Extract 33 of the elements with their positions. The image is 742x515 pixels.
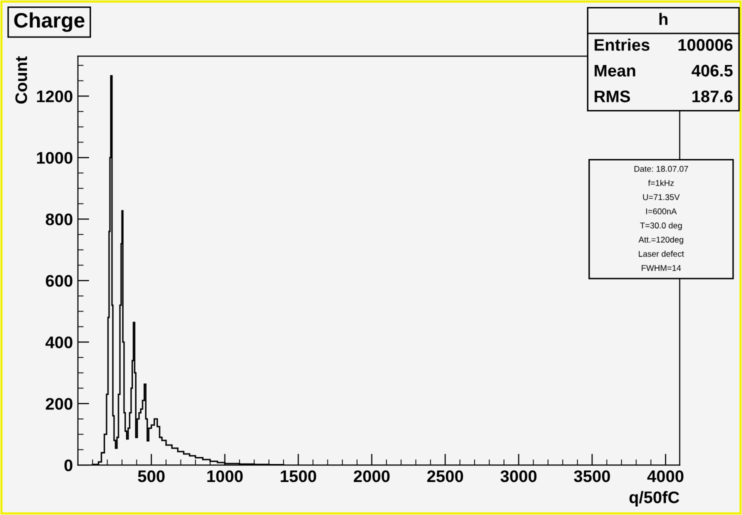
text: Entries [594,38,650,51]
chart-title: Charge [14,12,84,32]
x-tick-label: 2500 [427,470,464,482]
y-axis-title: Count [15,56,28,104]
annotation: FWHM=14 [642,265,681,271]
annotation: I=600nA [646,208,677,214]
y-tick-label: 400 [45,336,72,348]
y-tick-label: 200 [46,398,72,410]
y-tick-label: 600 [46,274,72,287]
annotation: Laser defect [638,250,684,257]
x-tick-label: 4000 [647,470,684,482]
y-tick-label: 800 [46,213,72,226]
annotation: T=30.0 deg [640,222,682,230]
y-tick-label: 1000 [37,152,72,164]
x-tick-label: 3500 [574,470,610,482]
text: 406.5 [692,64,733,77]
x-axis-title: q/50fC [629,491,680,507]
annotation: Mean [594,64,636,77]
annotation: Date: 18.07.07 [634,166,688,172]
x-tick-label: 2000 [354,470,390,482]
x-tick-label: 1500 [280,470,316,482]
text: h [659,12,668,25]
text: 100006 [678,39,732,51]
x-tick-label: 500 [138,470,165,482]
y-tick-label: 1200 [37,90,72,102]
annotation: RMS [594,90,630,102]
x-tick-label: 3000 [500,470,537,482]
text: 187.6 [692,90,732,102]
annotation: f=1kHz [648,180,674,186]
y-tick-label: 0 [64,459,72,472]
x-tick-label: 1000 [207,470,243,482]
annotation: Att.=120deg [638,236,684,244]
annotation: U=71.35V [643,194,680,200]
